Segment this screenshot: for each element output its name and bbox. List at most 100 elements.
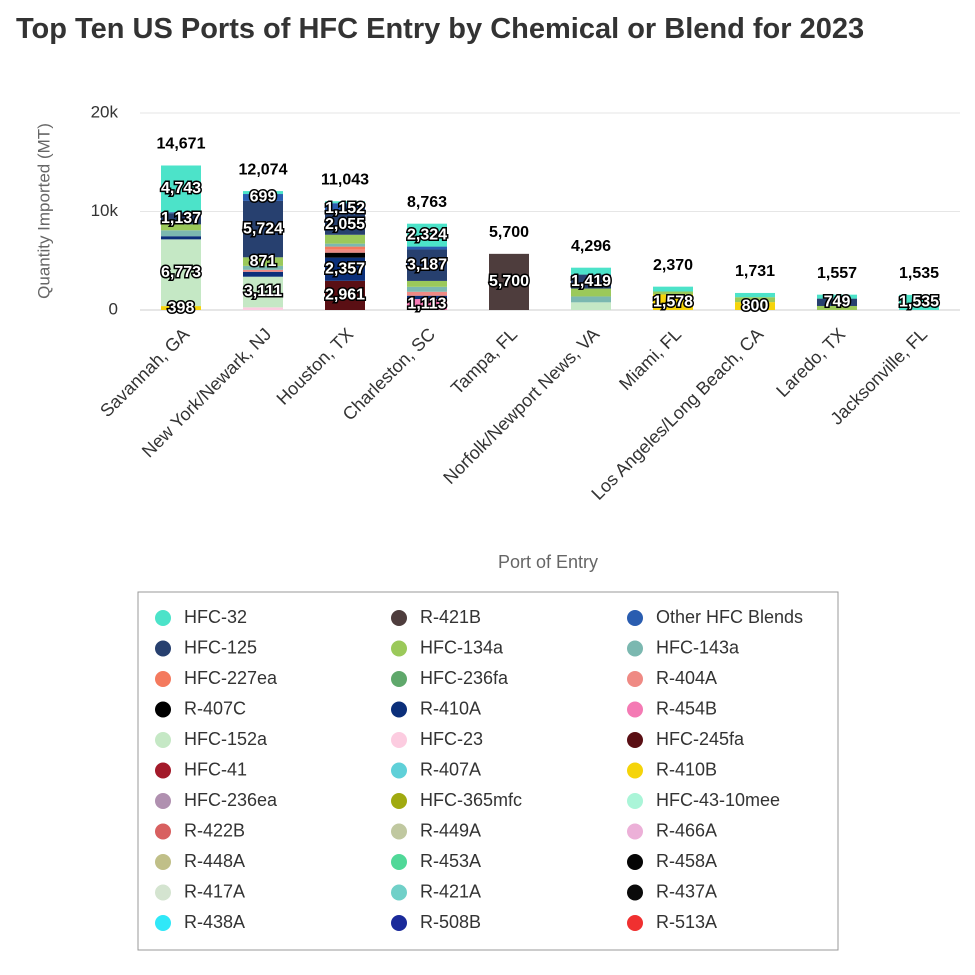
- bar-segment: [325, 201, 365, 204]
- legend-label: HFC-245fa: [656, 729, 745, 749]
- bar-segment: [243, 194, 283, 201]
- legend-marker: [627, 671, 643, 687]
- bar-segment: [571, 302, 611, 310]
- bar-segment: [817, 305, 857, 310]
- bar-segment: [653, 291, 693, 295]
- legend-marker: [391, 762, 407, 779]
- data-label: 699: [250, 189, 277, 206]
- bar-segment: [161, 165, 201, 213]
- bar-segment: [325, 246, 365, 250]
- legend-marker: [155, 640, 171, 657]
- bar-segment: [161, 236, 201, 240]
- bar-segment: [489, 253, 529, 310]
- data-label: 1,419: [571, 273, 611, 290]
- bar-segment: [243, 271, 283, 277]
- bar-segment: [325, 203, 365, 215]
- legend-label: R-513A: [656, 912, 717, 932]
- legend-label: R-437A: [656, 881, 717, 901]
- legend-label: R-508B: [420, 912, 481, 932]
- total-label: 1,557: [817, 265, 857, 282]
- bar-segment: [407, 223, 447, 247]
- legend-marker: [155, 915, 171, 931]
- total-label: 4,296: [571, 238, 611, 255]
- data-label: 2,055: [325, 216, 365, 233]
- bar-segment: [735, 302, 775, 310]
- legend-label: R-407C: [184, 698, 246, 718]
- legend-label: R-404A: [656, 668, 717, 688]
- legend-label: HFC-143a: [656, 637, 740, 657]
- legend-label: R-422B: [184, 820, 245, 840]
- data-label: 1,137: [161, 210, 201, 227]
- legend-marker: [627, 793, 643, 809]
- legend-label: HFC-125: [184, 637, 257, 657]
- bar-segment: [571, 267, 611, 275]
- legend-label: HFC-43-10mee: [656, 790, 780, 810]
- total-label: 2,370: [653, 257, 693, 274]
- legend-label: R-448A: [184, 851, 245, 871]
- legend-label: HFC-365mfc: [420, 790, 522, 810]
- legend-marker: [391, 793, 407, 809]
- y-axis-title: Quantity Imported (MT): [34, 123, 53, 299]
- data-label: 1,578: [653, 293, 693, 310]
- bar-segment: [325, 280, 365, 310]
- legend-marker: [155, 823, 171, 840]
- total-label: 11,043: [321, 171, 369, 188]
- legend-label: HFC-236ea: [184, 790, 278, 810]
- bar-segment: [407, 280, 447, 287]
- legend-label: HFC-227ea: [184, 668, 278, 688]
- legend-marker: [155, 793, 171, 809]
- bar-segment: [243, 307, 283, 310]
- legend-marker: [155, 610, 171, 626]
- bar-segment: [325, 214, 365, 235]
- bar-segment: [817, 294, 857, 299]
- bar-segment: [407, 291, 447, 296]
- data-label: 871: [250, 253, 277, 270]
- legend-marker: [155, 854, 171, 870]
- legend-marker: [391, 823, 407, 840]
- data-label: 4,743: [161, 180, 201, 197]
- legend-marker: [627, 915, 643, 931]
- total-label: 1,731: [735, 263, 775, 280]
- bar-segment: [161, 213, 201, 225]
- legend-box: [137, 591, 839, 951]
- bar-segment: [243, 276, 283, 308]
- total-label: 12,074: [239, 161, 288, 178]
- bar-segment: [325, 243, 365, 247]
- bar-segment: [243, 269, 283, 272]
- data-label: 800: [742, 297, 769, 314]
- bar-segment: [161, 306, 201, 310]
- data-label: 398: [168, 299, 195, 316]
- legend-label: HFC-41: [184, 759, 247, 779]
- x-tick-label: Laredo, TX: [772, 324, 849, 401]
- total-label: 8,763: [407, 194, 447, 211]
- chart-title: Top Ten US Ports of HFC Entry by Chemica…: [16, 13, 865, 45]
- bar-segment: [161, 212, 201, 214]
- legend-marker: [627, 823, 643, 840]
- legend-marker: [391, 671, 407, 687]
- legend-marker: [627, 732, 643, 748]
- x-tick-label: Tampa, FL: [447, 324, 521, 398]
- bar-segment: [161, 239, 201, 307]
- legend-marker: [155, 762, 171, 779]
- y-tick-label: 0: [109, 299, 118, 318]
- legend-marker: [391, 884, 407, 901]
- legend-label: R-449A: [420, 820, 481, 840]
- legend-marker: [627, 854, 643, 870]
- data-label: 2,357: [325, 260, 365, 277]
- bar-segment: [407, 286, 447, 292]
- y-tick-label: 20k: [91, 102, 119, 121]
- data-label: 5,724: [243, 220, 283, 237]
- bar-segment: [407, 295, 447, 300]
- legend-label: R-438A: [184, 912, 245, 932]
- legend-label: HFC-23: [420, 729, 483, 749]
- x-tick-label: Miami, FL: [615, 324, 685, 394]
- y-tick-label: 10k: [91, 201, 119, 220]
- bar-segment: [407, 246, 447, 250]
- bar-segment: [325, 257, 365, 281]
- total-label: 5,700: [489, 224, 529, 241]
- data-label: 2,324: [407, 226, 447, 243]
- bar-segment: [325, 252, 365, 258]
- total-label: 1,535: [899, 265, 939, 282]
- legend-label: R-454B: [656, 698, 717, 718]
